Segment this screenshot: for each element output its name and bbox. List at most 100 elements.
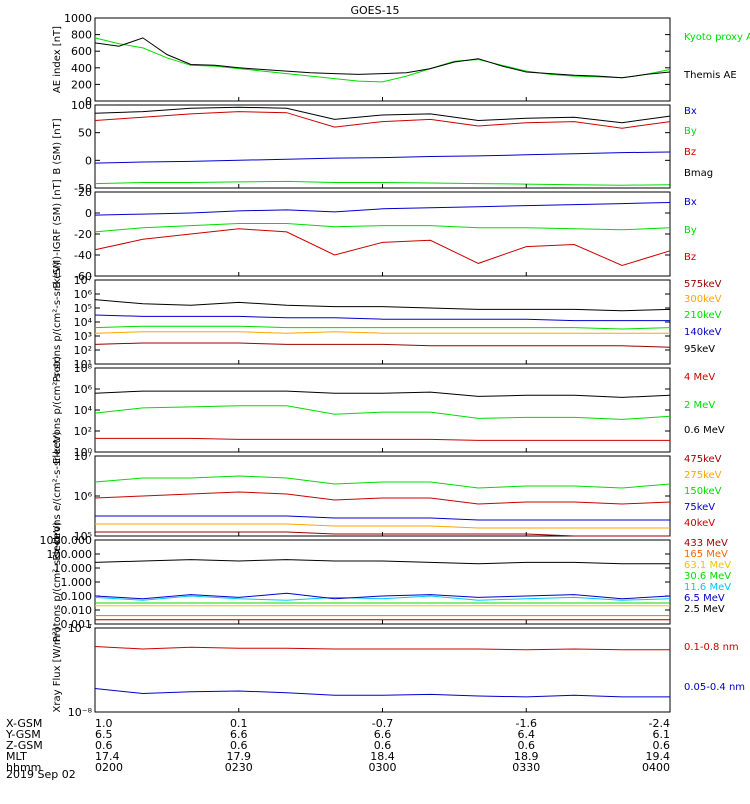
x-row-value: 0.6 (518, 739, 536, 752)
y-tick-label: 0.001 (61, 618, 93, 631)
legend-entry: 30.6 MeV (684, 571, 731, 582)
y-tick-label: 100.000 (47, 548, 93, 561)
legend-entry: Bz (684, 147, 696, 158)
legend-entry: 63.1 MeV (684, 560, 731, 571)
series-line (94, 151, 671, 164)
panel-frame (94, 627, 671, 713)
panel-1: -50 0 50 100 B (SM) [nT] Bx By Bz Bmag (52, 99, 713, 195)
y-tick-label: -20 (74, 228, 92, 241)
x-row-value: 0400 (642, 761, 670, 774)
y-tick-label: 10⁴ (74, 316, 93, 329)
y-tick-label: 50 (78, 127, 92, 140)
legend-entry: By (684, 225, 697, 236)
legend-entry: 2 MeV (684, 400, 715, 411)
y-tick-label: 100 (71, 99, 92, 112)
series-line (94, 37, 671, 79)
y-tick-label: -50 (74, 182, 92, 195)
series-line (94, 299, 671, 312)
legend-entry: 275keV (684, 470, 722, 481)
x-row-value: 0300 (369, 761, 397, 774)
legend-entry: 0.6 MeV (684, 425, 725, 436)
legend-entry: 2.5 MeV (684, 604, 725, 615)
legend-entry: 433 MeV (684, 538, 728, 549)
x-row-value: 6.6 (230, 728, 248, 741)
x-row-value: 6.6 (374, 728, 392, 741)
series-line (94, 228, 671, 267)
series-line (94, 475, 671, 489)
series-line (95, 523, 670, 529)
y-tick-label: 20 (78, 186, 92, 199)
y-tick-label: 0 (85, 207, 92, 220)
legend-entry: 0.1-0.8 nm (684, 642, 739, 653)
y-tick-label: 800 (71, 29, 92, 42)
panel-frame (94, 539, 671, 625)
y-tick-label: 10⁷ (74, 274, 92, 287)
y-tick-label: 1.000 (61, 576, 93, 589)
legend-entry: 575keV (684, 279, 722, 290)
legend-entry: 95keV (684, 344, 715, 355)
y-tick-label: 200 (71, 78, 92, 91)
legend-entry: Themis AE (683, 70, 737, 81)
series-line (94, 390, 671, 398)
panel-6: 0.0010.0100.1001.00010.000100.0001000.00… (40, 522, 732, 643)
x-row-value: 0200 (95, 761, 123, 774)
x-row-label: MLT (6, 750, 27, 763)
x-row-label: hhmm (6, 761, 41, 774)
series-line (94, 331, 670, 334)
panel-4: 10⁰ 10² 10⁴ 10⁶ 10⁸ Electrons p/(cm²-s-sr) 4 M… (52, 356, 725, 464)
chart-title: GOES-15 (350, 4, 399, 17)
y-axis-label: Protons p/(cm²-s-sr-keV) (52, 262, 63, 383)
x-row-value: 0.6 (653, 739, 671, 752)
y-tick-label: 10⁶ (74, 288, 93, 301)
series-line (95, 515, 670, 521)
x-row-value: 0330 (512, 761, 540, 774)
x-row-value: 0.6 (95, 739, 113, 752)
y-tick-label: 0 (85, 95, 92, 108)
x-row-value: 17.4 (95, 750, 120, 763)
series-line (94, 688, 670, 698)
y-tick-label: -40 (74, 249, 92, 262)
y-tick-label: 10⁴ (74, 404, 93, 417)
x-row-value: -2.4 (649, 717, 670, 730)
legend-entry: 11.6 MeV (684, 582, 731, 593)
y-tick-label: 0.100 (61, 590, 93, 603)
legend-entry: 40keV (684, 518, 715, 529)
legend-entry: By (684, 126, 697, 137)
x-row-label: Y-GSM (5, 728, 41, 741)
legend-entry: Bx (684, 106, 697, 117)
legend-entry: Bz (684, 252, 696, 263)
series-line (94, 314, 670, 322)
legend-entry: 140keV (684, 327, 722, 338)
series-line (94, 325, 671, 330)
series-line (94, 342, 671, 348)
legend-entry: 165 MeV (684, 549, 728, 560)
y-tick-label: 10⁰ (74, 446, 93, 459)
x-row-value: 6.5 (95, 728, 113, 741)
legend-entry: Bmag (684, 168, 713, 179)
x-row-value: 0.6 (230, 739, 248, 752)
y-axis-label: Electrons e/(cm²-s-sr-keV) (52, 431, 63, 560)
series-line (94, 405, 671, 420)
y-axis-label: Protons p/(cm²-s-sr-keV) (52, 522, 63, 643)
panel-frame (94, 279, 671, 365)
x-row-value: 17.9 (227, 750, 252, 763)
series-line (94, 491, 671, 505)
legend-entry: 475keV (684, 454, 722, 465)
series-line (94, 106, 671, 124)
series-line (94, 111, 671, 129)
series-line (94, 592, 671, 600)
legend-entry: Bx (684, 197, 697, 208)
x-row-label: Z-GSM (6, 739, 43, 752)
y-axis-label: Electrons p/(cm²-s-sr) (52, 356, 63, 464)
y-tick-label: 400 (71, 62, 92, 75)
x-row-value: -0.7 (372, 717, 393, 730)
y-tick-label: 0.010 (61, 604, 93, 617)
x-row-value: 0.6 (374, 739, 392, 752)
x-row-value: 1.0 (95, 717, 113, 730)
series-line (94, 37, 671, 83)
y-tick-label: 10³ (74, 330, 92, 343)
x-row-label: X-GSM (6, 717, 42, 730)
series-line (94, 180, 671, 186)
y-tick-label: 10¹ (74, 358, 92, 371)
